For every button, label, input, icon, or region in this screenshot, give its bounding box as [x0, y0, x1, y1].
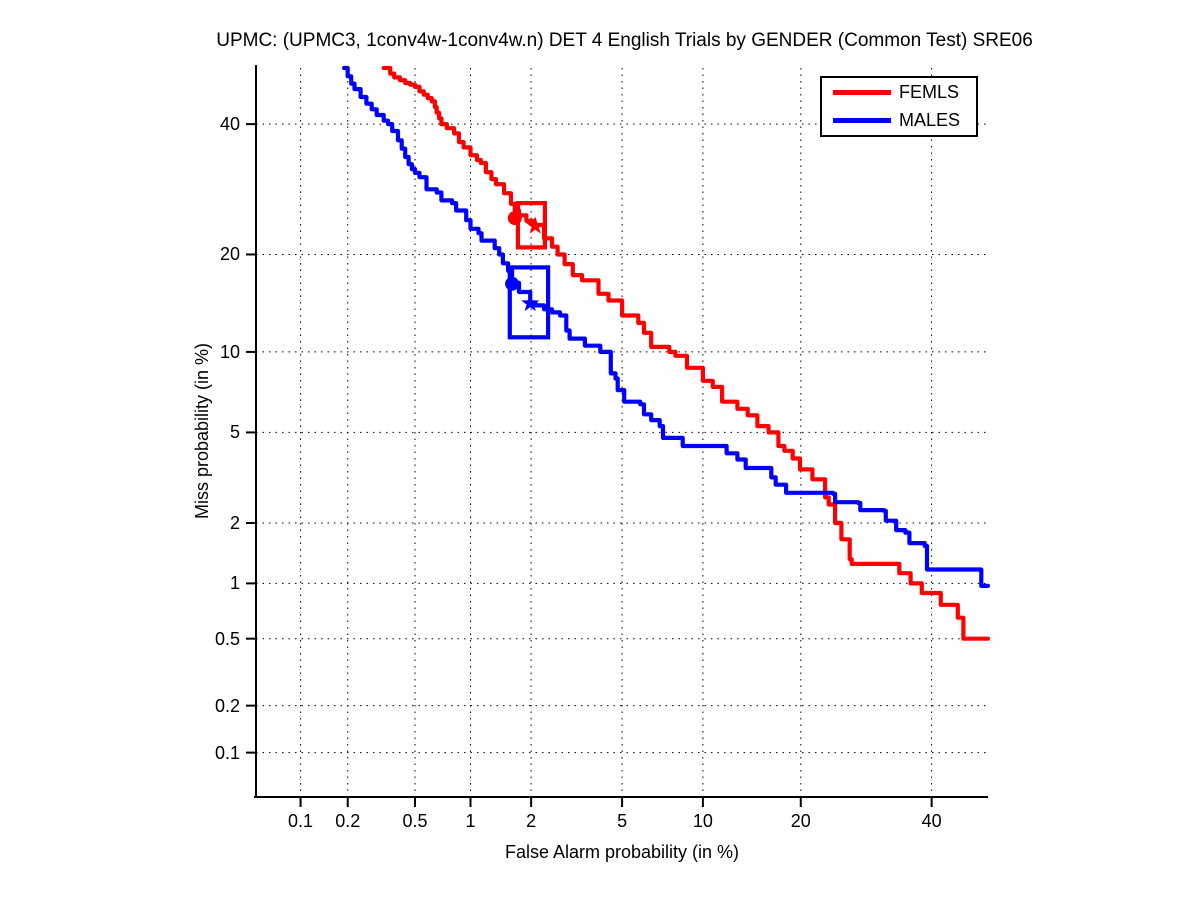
y-tick-label: 40: [219, 114, 240, 135]
legend-label-femls: FEMLS: [899, 82, 960, 103]
femls-line-swatch: [833, 90, 891, 96]
det-curve-males: [342, 65, 991, 588]
marker-circle-femls: [507, 211, 522, 226]
legend-item-males: MALES: [822, 107, 976, 133]
marker-star-males: [521, 293, 540, 312]
males-line-swatch: [833, 117, 891, 123]
legend: FEMLS MALES: [820, 76, 978, 137]
figure-title: UPMC: (UPMC3, 1conv4w-1conv4w.n) DET 4 E…: [216, 30, 1033, 51]
y-tick-label: 0.5: [214, 628, 240, 649]
det-curve-femls: [381, 65, 991, 641]
x-tick-label: 1: [465, 811, 476, 831]
y-tick-label: 2: [229, 512, 240, 533]
x-tick-label: 0.2: [335, 811, 361, 831]
y-tick-label: 20: [219, 244, 240, 265]
dcf-box-males: [507, 265, 551, 340]
x-tick-label: 2: [526, 811, 537, 831]
y-tick-label: 0.1: [214, 742, 240, 763]
marker-star-femls: [526, 216, 545, 234]
x-tick-label: 20: [790, 811, 811, 831]
x-tick-label: 10: [692, 811, 713, 831]
x-tick-label: 40: [921, 811, 942, 831]
y-tick-label: 0.2: [214, 695, 240, 716]
y-tick-label: 5: [229, 422, 240, 443]
legend-label-males: MALES: [899, 109, 961, 130]
x-tick-label: 5: [617, 811, 628, 831]
marker-circle-males: [505, 276, 520, 291]
y-tick-label: 10: [219, 341, 240, 362]
dcf-box-femls: [515, 201, 548, 250]
x-tick-label: 0.1: [288, 811, 314, 831]
legend-item-femls: FEMLS: [822, 80, 976, 106]
x-tick-label: 0.5: [402, 811, 428, 831]
y-tick-label: 1: [229, 573, 240, 594]
x-axis-title: False Alarm probability (in %): [504, 842, 740, 862]
